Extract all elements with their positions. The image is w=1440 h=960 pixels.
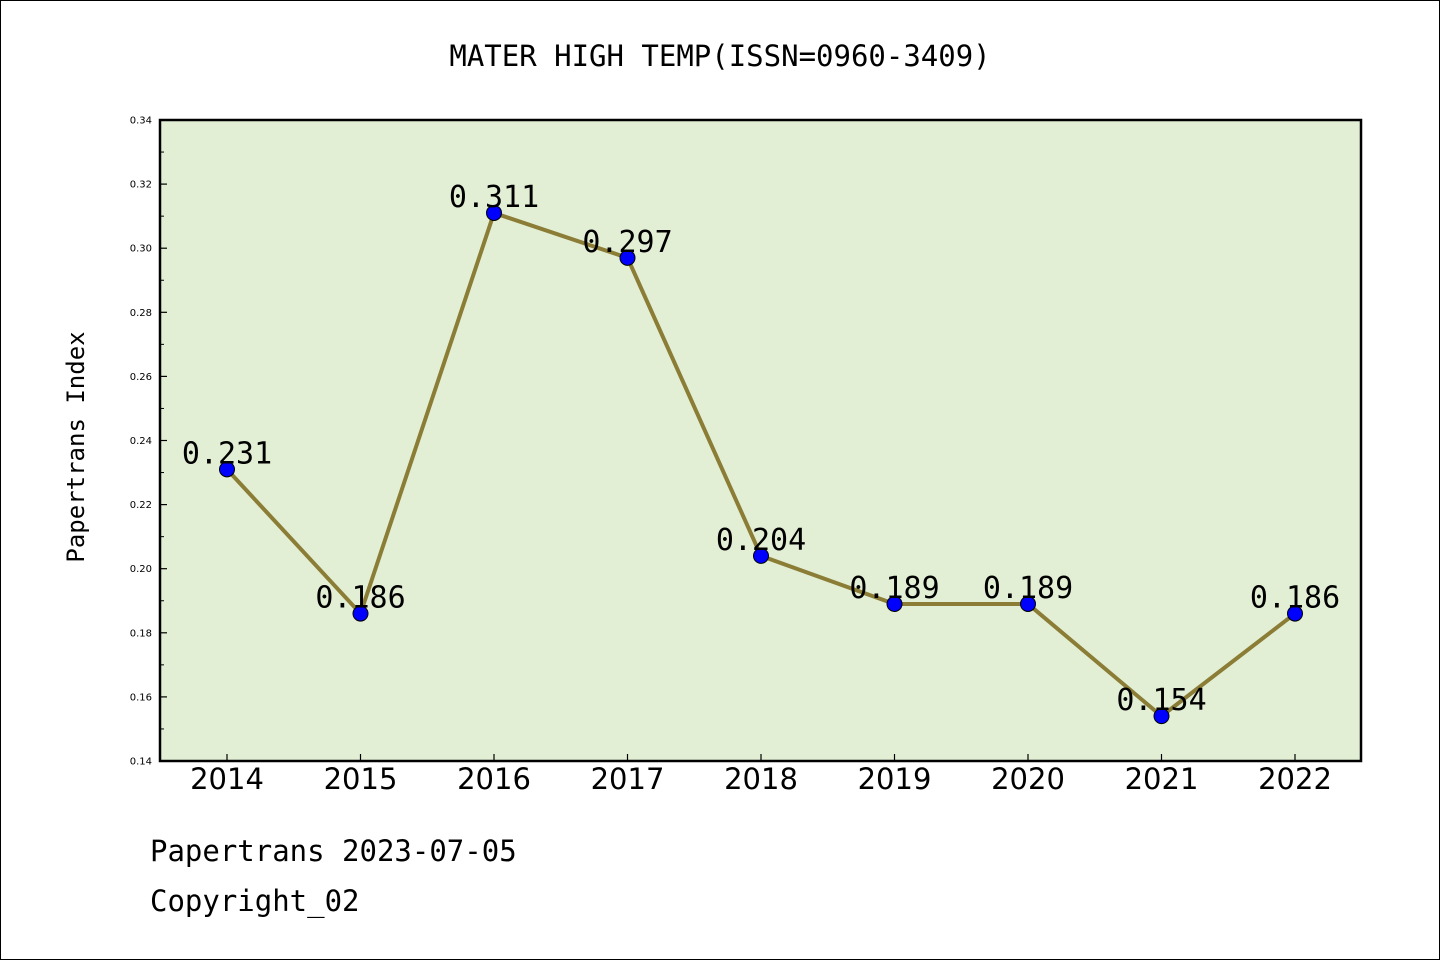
data-label: 0.154 [1116,683,1206,718]
data-point [219,461,235,478]
x-tick-label: 2022 [1258,762,1332,796]
y-tick-label: 0.32 [130,180,152,191]
data-label: 0.231 [182,436,272,471]
data-label: 0.204 [716,523,806,558]
y-tick-label: 0.22 [130,500,152,511]
y-tick-label: 0.14 [130,757,152,768]
data-label: 0.297 [582,225,672,260]
data-point [753,547,769,564]
x-tick-label: 2015 [324,762,398,796]
data-point [1020,595,1036,612]
x-tick-label: 2019 [858,762,932,796]
data-label: 0.189 [849,571,939,606]
data-point [352,605,369,622]
data-point [886,595,903,612]
y-tick-label: 0.34 [130,116,152,127]
chart-title: MATER HIGH TEMP(ISSN=0960-3409) [449,39,990,73]
data-label: 0.311 [449,180,539,215]
data-point [619,249,636,266]
footer-copyright-line: Copyright_02 [150,884,360,918]
y-tick-label: 0.24 [130,436,152,447]
data-label: 0.186 [315,581,405,616]
y-axis-ticks: 0.14 0.16 0.18 0.20 0.22 0.24 0.26 0.28 0.30 0.32… [130,116,167,768]
data-markers [219,204,1303,725]
data-label: 0.186 [1250,581,1340,616]
x-tick-label: 2017 [591,762,665,796]
y-tick-label: 0.30 [130,244,152,255]
plot-area [160,120,1361,761]
plot-border [158,118,1363,763]
data-point [486,204,502,221]
y-tick-label: 0.26 [130,372,152,383]
x-axis-ticks: 2014 2015 2016 2017 2018 2019 2020 2021 2022 [190,754,1332,796]
y-tick-label: 0.28 [130,308,152,319]
x-tick-label: 2016 [457,762,531,796]
y-tick-label: 0.16 [130,692,152,703]
x-tick-label: 2021 [1125,762,1199,796]
x-tick-label: 2018 [724,762,798,796]
x-tick-label: 2020 [991,762,1065,796]
data-point [1153,708,1170,725]
x-tick-label: 2014 [190,762,264,796]
data-point [1287,605,1303,622]
y-axis-label: Papertrans Index [62,331,90,562]
y-tick-label: 0.18 [130,628,152,639]
data-label: 0.189 [983,571,1073,606]
data-labels: 0.231 0.186 0.311 0.297 0.204 0.189 0.189 0.154… [182,180,1340,718]
footer-date-line: Papertrans 2023-07-05 [150,834,517,868]
y-tick-label: 0.20 [130,564,152,575]
